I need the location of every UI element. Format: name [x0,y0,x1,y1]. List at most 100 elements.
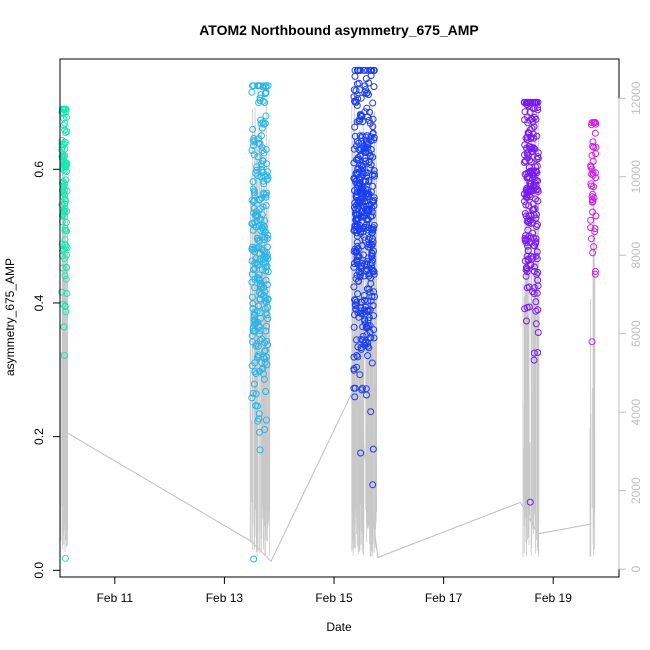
data-point [362,157,370,165]
data-point [259,246,267,254]
data-point [353,336,360,344]
data-point [358,173,365,181]
data-point [260,190,268,198]
data-point [363,216,371,224]
data-point [248,332,256,340]
data-point [523,317,530,325]
data-point [354,156,362,164]
data-point [356,86,364,94]
data-point [524,119,532,127]
data-point [591,129,599,137]
data-point [254,211,261,219]
data-point [352,87,360,95]
data-point [249,178,257,186]
data-point [366,322,374,330]
data-point [525,202,533,210]
data-point [523,284,531,292]
data-point [256,330,263,338]
gray-trace [60,99,596,563]
data-point [351,66,359,74]
data-point [358,190,365,198]
data-point [367,133,375,141]
data-point [263,243,271,251]
data-point [368,359,376,367]
data-point [263,248,270,256]
data-point [588,152,596,159]
data-point [251,191,259,199]
data-point [261,358,269,366]
data-point [370,202,378,209]
data-point [522,264,530,272]
data-point [248,278,256,286]
data-point [592,212,600,220]
data-point [370,66,378,74]
data-point [533,255,541,263]
data-point [363,132,371,140]
data-point [253,234,261,242]
data-point [62,218,70,226]
data-point [351,187,358,195]
data-point [250,311,258,319]
data-point [533,289,541,297]
data-point [523,268,531,276]
data-point [362,223,370,231]
data-point [370,167,378,175]
data-point [262,89,270,96]
data-point [255,322,263,330]
data-point [352,206,359,214]
data-point [357,187,365,195]
data-point [521,234,529,242]
data-point [361,185,369,193]
data-point [263,262,271,270]
data-point [533,248,541,256]
data-point [527,135,535,143]
data-point [587,163,595,171]
y-tick-label: 0.0 [32,562,46,579]
data-point [592,120,600,128]
data-point [528,125,536,132]
data-point [250,380,258,388]
data-point [526,498,534,506]
data-point [356,371,364,379]
data-point [257,160,265,168]
data-point [588,119,596,127]
right-tick-label: 4000 [629,399,643,426]
data-point [369,226,377,234]
data-point [263,160,270,168]
trace-line [65,382,592,563]
data-point [363,104,371,112]
data-point [368,66,376,74]
data-point [250,321,258,329]
data-point [527,180,535,188]
data-point [358,262,366,270]
data-point [370,170,378,178]
data-point [263,281,271,289]
data-point [366,202,374,210]
data-point [249,226,257,234]
data-point [524,151,532,159]
data-point [357,94,365,102]
data-point [58,288,66,296]
data-point [262,353,270,361]
data-point [370,334,378,342]
data-point [532,307,540,315]
data-point [530,349,538,357]
data-point [364,307,372,315]
data-point [356,66,364,74]
data-point [249,389,257,397]
data-point [354,290,362,298]
data-point [263,361,271,368]
x-tick-label: Feb 15 [315,591,353,605]
data-point [527,144,535,152]
data-point [522,201,530,209]
data-point [361,178,369,186]
data-point [369,247,377,255]
data-point [262,112,270,120]
data-point [530,284,538,292]
right-tick-label: 12000 [629,81,643,115]
data-point [256,82,264,90]
data-point [355,182,363,190]
data-point [534,306,542,314]
data-point [587,224,595,232]
data-point [591,228,599,236]
